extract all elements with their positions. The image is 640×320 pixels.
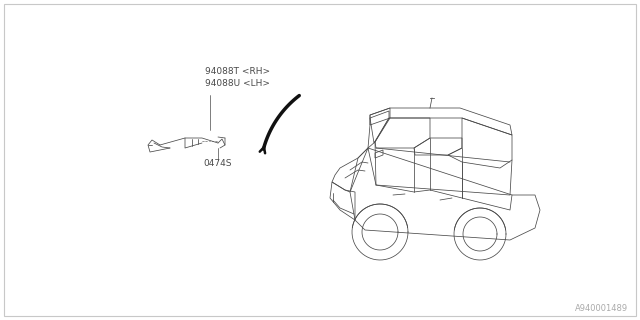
Text: 94088T <RH>: 94088T <RH> xyxy=(205,68,270,76)
Text: 94088U <LH>: 94088U <LH> xyxy=(205,79,270,89)
Text: 0474S: 0474S xyxy=(204,158,232,167)
Text: A940001489: A940001489 xyxy=(575,304,628,313)
